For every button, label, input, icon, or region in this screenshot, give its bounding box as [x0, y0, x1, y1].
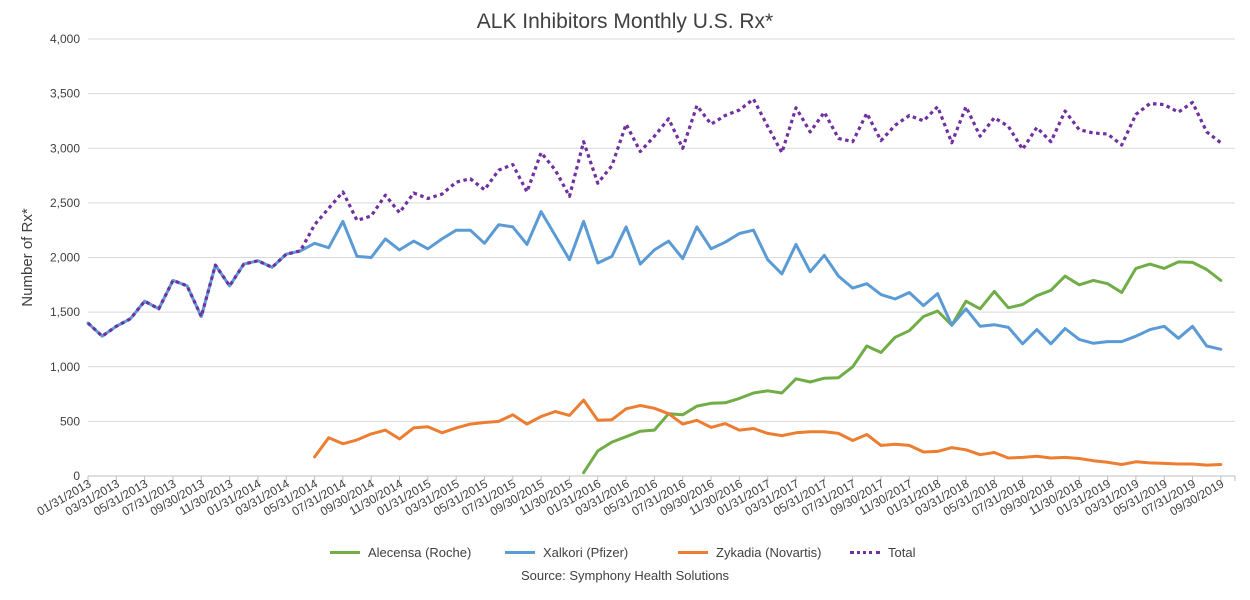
chart-title: ALK Inhibitors Monthly U.S. Rx*	[476, 10, 774, 33]
y-tick-label: 2,500	[50, 196, 80, 210]
y-tick-label: 500	[60, 414, 80, 428]
source-note: Source: Symphony Health Solutions	[520, 568, 730, 583]
legend-item: Alecensa (Roche)	[330, 542, 471, 562]
legend-swatch	[330, 550, 360, 554]
legend-label: Total	[888, 544, 916, 560]
series-line-alecensa-roche	[582, 260, 1223, 475]
legend-label: Alecensa (Roche)	[368, 544, 472, 560]
legend-label: Xalkori (Pfizer)	[543, 544, 629, 560]
series-line-xalkori-pfizer	[86, 210, 1223, 351]
y-tick-label: 3,000	[50, 141, 80, 155]
y-tick-label: 4,000	[50, 32, 80, 46]
legend-item: Zykadia (Novartis)	[678, 542, 821, 562]
y-tick-label: 3,500	[50, 87, 80, 101]
y-axis-label: Number of Rx*	[19, 208, 36, 307]
y-tick-label: 0	[73, 469, 80, 483]
series-line-zykadia-novartis	[313, 398, 1223, 467]
series-line-total	[86, 97, 1222, 338]
legend-swatch	[678, 550, 708, 554]
legend-item: Total	[850, 542, 915, 562]
legend-swatch	[505, 550, 535, 554]
legend-label: Zykadia (Novartis)	[716, 544, 822, 560]
y-tick-label: 1,500	[50, 305, 80, 319]
legend-swatch	[850, 550, 880, 554]
legend: Alecensa (Roche) Xalkori (Pfizer) Zykadia …	[0, 542, 1250, 562]
y-tick-label: 2,000	[50, 251, 80, 265]
y-tick-label: 1,000	[50, 360, 80, 374]
legend-item: Xalkori (Pfizer)	[505, 542, 628, 562]
